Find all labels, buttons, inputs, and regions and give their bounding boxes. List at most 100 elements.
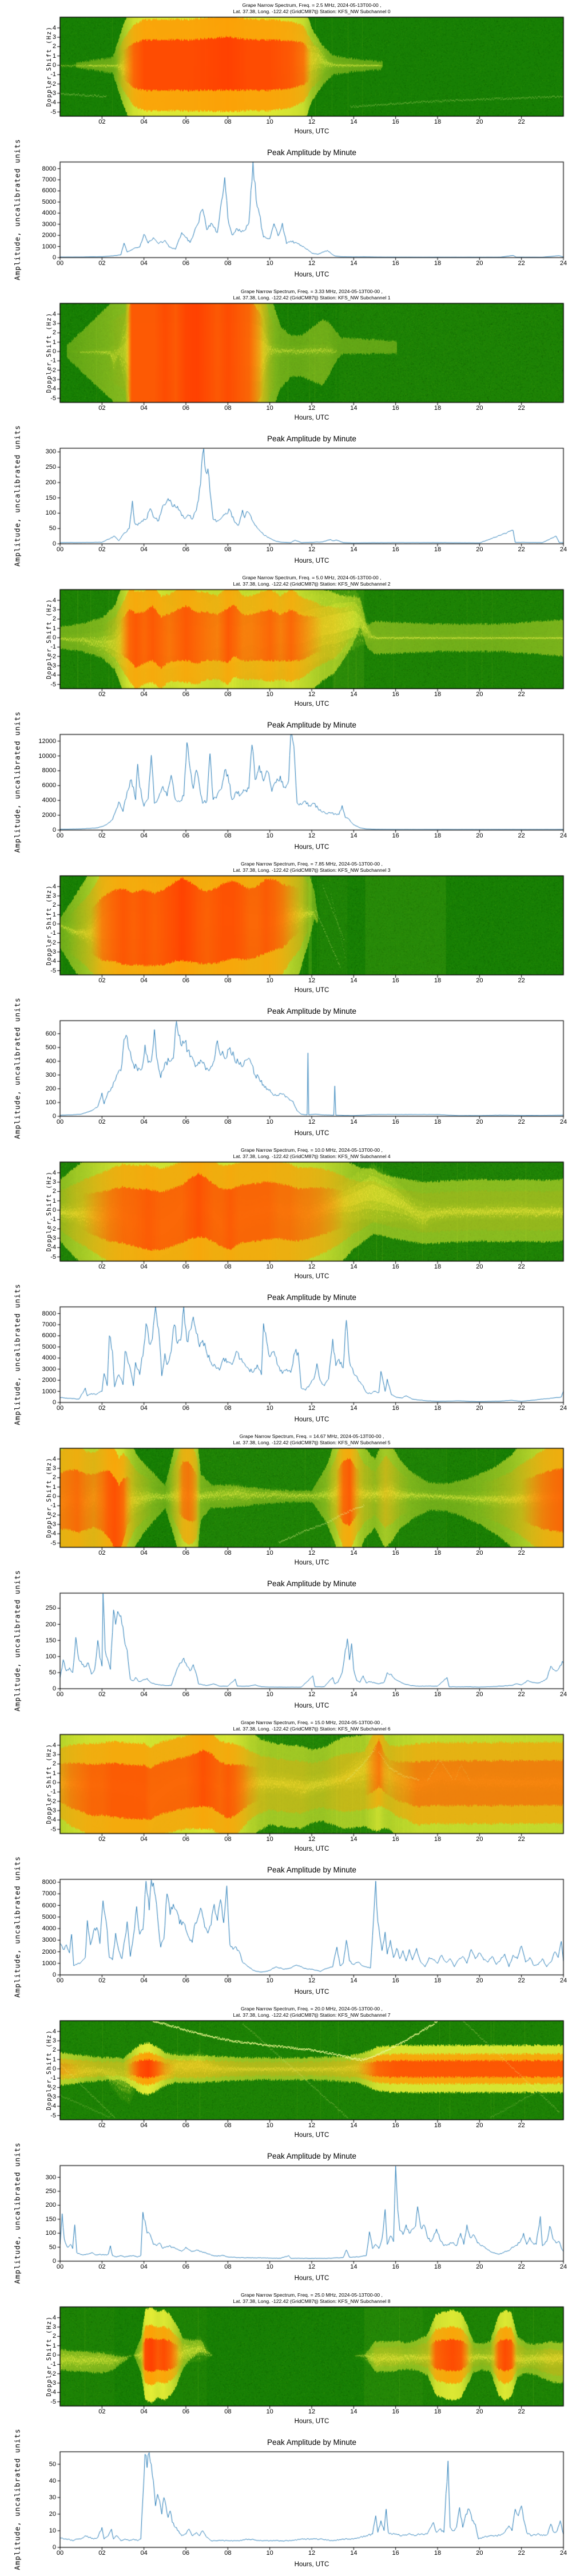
x-tick-label: 08 [224, 2550, 232, 2557]
x-tick-label: 18 [434, 832, 442, 839]
y-tick-label: 3 [52, 1179, 56, 1186]
y-tick-label: -2 [50, 653, 56, 660]
spectrogram-title-line1: Grape Narrow Spectrum, Freq. = 7.85 MHz,… [241, 861, 383, 867]
amplitude-figure: Peak Amplitude by Minute Amplitude, unca… [0, 711, 572, 859]
x-tick-label: 04 [140, 1405, 148, 1412]
x-tick-label: 12 [308, 405, 316, 412]
x-tick-label: 14 [350, 2550, 357, 2557]
x-tick-label: 22 [518, 1550, 525, 1556]
x-tick-label: 02 [98, 691, 106, 698]
y-tick-label: 0 [52, 920, 56, 928]
x-tick-label: 02 [98, 1550, 106, 1556]
spectrogram-figure: Grape Narrow Spectrum, Freq. = 10.0 MHz,… [0, 1145, 572, 1288]
x-tick-label: 14 [350, 691, 357, 698]
x-tick-label: 14 [350, 2408, 357, 2415]
x-tick-label: 00 [56, 2550, 64, 2557]
x-tick-label: 22 [518, 2122, 525, 2129]
spectrogram-canvas [0, 0, 572, 143]
hours-utc-axis-label: Hours, UTC [294, 1130, 329, 1137]
hours-utc-axis-label: Hours, UTC [294, 844, 329, 851]
y-tick-label: 200 [45, 1621, 56, 1628]
hours-utc-axis-label: Hours, UTC [294, 1989, 329, 1996]
y-tick-label: 150 [45, 2215, 56, 2223]
x-tick-label: 06 [182, 1836, 190, 1843]
x-tick-label: 02 [98, 1691, 106, 1698]
x-tick-label: 08 [224, 2408, 232, 2415]
x-tick-label: 24 [559, 1405, 567, 1412]
spectrogram-canvas [0, 286, 572, 429]
x-tick-label: 12 [308, 260, 316, 267]
x-tick-label: 06 [182, 1550, 190, 1556]
y-tick-label: -5 [50, 2112, 56, 2119]
y-tick-label: 200 [45, 479, 56, 486]
x-tick-label: 18 [434, 260, 442, 267]
x-tick-label: 12 [308, 832, 316, 839]
y-tick-label: 6000 [42, 782, 56, 789]
x-tick-label: 02 [98, 2550, 106, 2557]
y-tick-label: 400 [45, 1057, 56, 1065]
x-tick-label: 00 [56, 832, 64, 839]
y-tick-label: 600 [45, 1030, 56, 1037]
y-tick-label: -3 [50, 662, 56, 669]
x-tick-label: 10 [266, 977, 273, 984]
amplitude-title: Peak Amplitude by Minute [267, 1007, 357, 1016]
x-tick-label: 02 [98, 1263, 106, 1270]
x-tick-label: 22 [518, 2408, 525, 2415]
x-tick-label: 08 [224, 118, 232, 125]
x-tick-label: 08 [224, 260, 232, 267]
x-tick-label: 08 [224, 1405, 232, 1412]
y-tick-label: 0 [52, 62, 56, 69]
y-tick-label: -4 [50, 99, 56, 106]
x-tick-label: 12 [308, 546, 316, 553]
x-tick-label: 04 [140, 977, 148, 984]
x-tick-label: 14 [350, 260, 357, 267]
x-tick-label: 20 [476, 546, 483, 553]
y-tick-label: -4 [50, 671, 56, 679]
x-tick-label: 16 [392, 2263, 399, 2270]
y-tick-label: 3 [52, 1465, 56, 1472]
x-tick-label: 06 [182, 691, 190, 698]
amplitude-canvas [0, 1574, 572, 1717]
y-tick-label: -1 [50, 71, 56, 78]
y-tick-label: -5 [50, 108, 56, 116]
x-tick-label: 02 [98, 1977, 106, 1984]
x-tick-label: 06 [182, 2263, 190, 2270]
amplitude-canvas [0, 143, 572, 286]
x-tick-label: 18 [434, 2122, 442, 2129]
y-tick-label: 8000 [42, 1310, 56, 1317]
x-tick-label: 10 [266, 546, 273, 553]
y-tick-label: 50 [49, 525, 56, 532]
y-tick-label: -5 [50, 681, 56, 688]
x-tick-label: 08 [224, 1550, 232, 1556]
x-tick-label: 22 [518, 1977, 525, 1984]
y-tick-label: -1 [50, 1216, 56, 1223]
spectrogram-title-line2: Lat. 37.38, Long. -122.42 (GridCM87tj) S… [233, 581, 391, 587]
x-tick-label: 06 [182, 405, 190, 412]
y-tick-label: 2 [52, 2046, 56, 2054]
y-tick-label: 0 [52, 348, 56, 355]
spectrogram-canvas [0, 1431, 572, 1574]
spectrogram-canvas [0, 859, 572, 1002]
y-tick-label: 3000 [42, 220, 56, 228]
x-tick-label: 24 [559, 260, 567, 267]
x-tick-label: 06 [182, 1691, 190, 1698]
hours-utc-axis-label: Hours, UTC [294, 2275, 329, 2282]
y-tick-label: 100 [45, 2230, 56, 2237]
x-tick-label: 00 [56, 546, 64, 553]
y-tick-label: 200 [45, 1085, 56, 1092]
x-tick-label: 10 [266, 118, 273, 125]
x-tick-label: 20 [476, 118, 483, 125]
y-tick-label: 1 [52, 2342, 56, 2349]
x-tick-label: 10 [266, 1119, 273, 1125]
y-tick-label: 3 [52, 1751, 56, 1759]
x-tick-label: 20 [476, 260, 483, 267]
amplitude-canvas [0, 1288, 572, 1431]
x-tick-label: 14 [350, 2122, 357, 2129]
y-tick-label: -4 [50, 2103, 56, 2110]
x-tick-label: 24 [559, 1691, 567, 1698]
y-tick-label: 300 [45, 1071, 56, 1078]
x-tick-label: 20 [476, 1691, 483, 1698]
x-tick-label: 14 [350, 405, 357, 412]
y-tick-label: 0 [52, 1113, 56, 1120]
y-tick-label: 0 [52, 254, 56, 261]
